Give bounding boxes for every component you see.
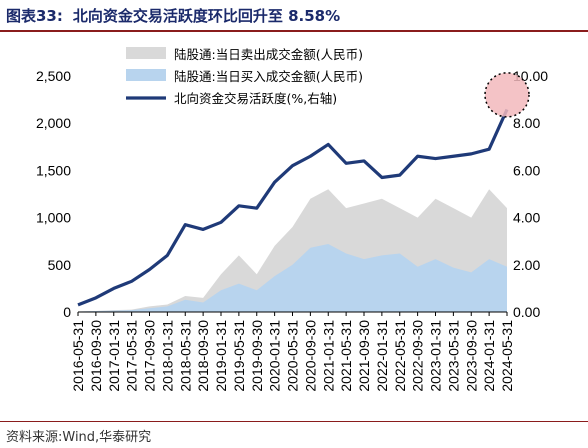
x-tick-label: 2019-05-31 — [231, 320, 247, 392]
y-left-tick-label: 2,500 — [36, 68, 71, 84]
legend-swatch — [126, 47, 166, 59]
x-tick-label: 2018-01-31 — [159, 320, 175, 392]
annotation-layer — [484, 72, 530, 118]
y-left-tick-label: 0 — [63, 304, 71, 320]
x-tick-label: 2022-09-30 — [410, 320, 426, 392]
x-tick-label: 2024-05-31 — [499, 320, 515, 392]
figure-label: 图表33: — [6, 7, 63, 25]
x-tick-label: 2023-09-30 — [463, 320, 479, 392]
y-right-tick-label: 2.00 — [513, 257, 540, 273]
figure-title: 图表33: 北向资金交易活跃度环比回升至 8.58% — [6, 4, 350, 28]
x-tick-label: 2021-01-31 — [320, 320, 336, 392]
x-tick-label: 2022-05-31 — [392, 320, 408, 392]
x-tick-label: 2020-09-30 — [302, 320, 318, 392]
legend-label: 北向资金交易活跃度(%,右轴) — [174, 91, 337, 106]
y-right-tick-label: 6.00 — [513, 162, 540, 178]
y-left-tick-label: 1,000 — [36, 210, 71, 226]
x-tick-label: 2020-05-31 — [285, 320, 301, 392]
x-tick-label: 2017-05-31 — [124, 320, 140, 392]
x-tick-label: 2017-01-31 — [106, 320, 122, 392]
source-note: 资料来源:Wind,华泰研究 — [6, 430, 152, 445]
x-tick-label: 2019-09-30 — [249, 320, 265, 392]
x-tick-label: 2018-09-30 — [195, 320, 211, 392]
x-tick-label: 2016-09-30 — [88, 320, 104, 392]
x-tick-label: 2024-01-31 — [481, 320, 497, 392]
highlight-circle — [484, 72, 530, 118]
x-tick-label: 2019-01-31 — [213, 320, 229, 392]
legend-label: 陆股通:当日卖出成交金额(人民币) — [174, 47, 363, 62]
x-tick-label: 2022-01-31 — [374, 320, 390, 392]
x-tick-label: 2021-05-31 — [338, 320, 354, 392]
line-layer — [77, 108, 509, 307]
x-tick-label: 2021-09-30 — [356, 320, 372, 392]
x-tick-label: 2017-09-30 — [142, 320, 158, 392]
x-tick-label: 2016-05-31 — [70, 320, 86, 392]
legend-swatch — [126, 69, 166, 81]
x-tick-label: 2023-05-31 — [445, 320, 461, 392]
x-tick-label: 2018-05-31 — [177, 320, 193, 392]
legend: 陆股通:当日卖出成交金额(人民币) 陆股通:当日买入成交金额(人民币) 北向资金交易… — [126, 47, 363, 106]
y-left-tick-label: 1,500 — [36, 162, 71, 178]
area-series-2 — [78, 244, 507, 312]
area-layer — [77, 189, 508, 312]
y-right-tick-label: 8.00 — [513, 115, 540, 131]
axes-layer: 0 500 1,000 1,500 2,000 2,500 0.00 2.00 4.00 6.00… — [36, 68, 548, 392]
title-rule — [0, 30, 588, 32]
y-right-tick-label: 0.00 — [513, 304, 540, 320]
figure-title-text: 北向资金交易活跃度环比回升至 8.58% — [72, 7, 341, 25]
y-left-tick-label: 2,000 — [36, 115, 71, 131]
chart: 0 500 1,000 1,500 2,000 2,500 0.00 2.00 4.00 6.00… — [36, 47, 548, 392]
x-tick-label: 2023-01-31 — [428, 320, 444, 392]
legend-label: 陆股通:当日买入成交金额(人民币) — [174, 69, 363, 84]
source-rule — [0, 421, 588, 422]
y-left-tick-label: 500 — [48, 257, 72, 273]
y-right-tick-label: 4.00 — [513, 210, 540, 226]
x-tick-label: 2020-01-31 — [267, 320, 283, 392]
